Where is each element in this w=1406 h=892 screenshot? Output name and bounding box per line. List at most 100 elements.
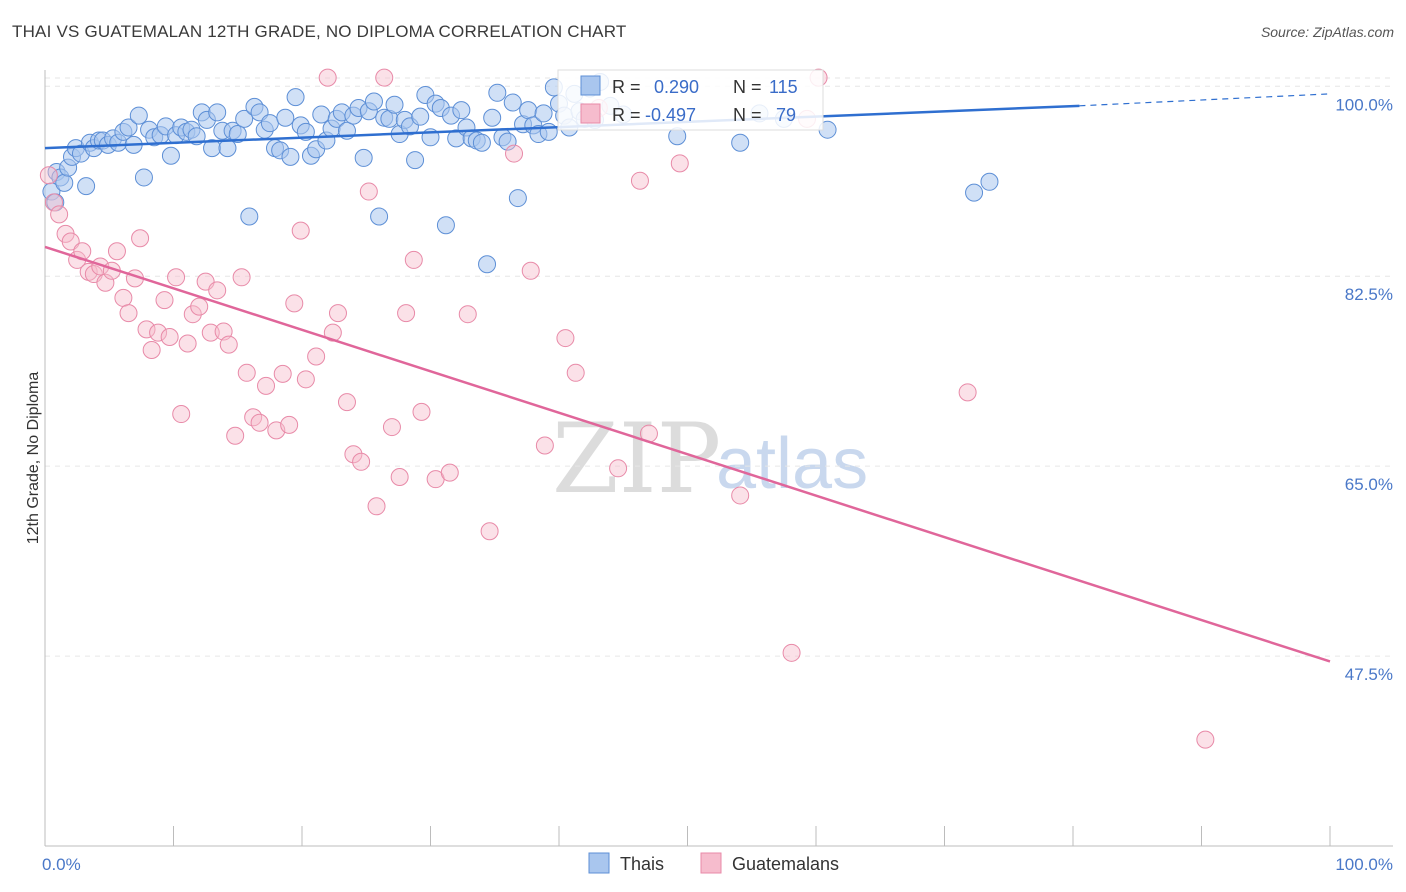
- thai-n-value: 115: [769, 77, 798, 97]
- guatemalan-point: [107, 242, 126, 261]
- legend-guatemalans-swatch: [700, 852, 722, 874]
- x-tick-label: 0.0%: [42, 855, 81, 874]
- guatemalan-point: [280, 415, 299, 434]
- guatemalan-point: [167, 268, 186, 287]
- y-tick-label: 47.5%: [1345, 665, 1393, 684]
- thai-point: [240, 207, 259, 226]
- thai-point: [534, 104, 553, 123]
- thai-point: [965, 183, 984, 202]
- thai-point: [483, 108, 502, 127]
- thai-point: [406, 151, 425, 170]
- guatemalan-point: [155, 291, 174, 310]
- thai-point: [260, 114, 279, 133]
- stats-legend: R = 0.290 N = 115 R = -0.497 N = 79: [557, 69, 824, 131]
- guatemalan-point: [535, 436, 554, 455]
- guatemalan-point: [190, 297, 209, 316]
- thai-point: [119, 118, 138, 137]
- thai-point: [77, 177, 96, 196]
- guatemalan-point: [285, 294, 304, 313]
- guatemalan-point: [119, 304, 138, 323]
- thai-point: [364, 92, 383, 111]
- guatemalan-point: [382, 418, 401, 437]
- guatemalan-point: [219, 335, 238, 354]
- guatemalan-point: [359, 182, 378, 201]
- guatemalan-point: [412, 402, 431, 421]
- guatemalan-point: [556, 329, 575, 348]
- legend-guatemalans-label: Guatemalans: [732, 854, 839, 874]
- axes: [44, 70, 1393, 847]
- watermark-zip: ZIP: [552, 403, 721, 515]
- thai-point: [286, 88, 305, 107]
- thai-point: [508, 189, 527, 208]
- legend-thais-label: Thais: [620, 854, 664, 874]
- guatemalan-point: [208, 281, 227, 300]
- guatemalan-point: [328, 304, 347, 323]
- guatemalan-point: [440, 463, 459, 482]
- thai-point: [519, 101, 538, 120]
- guatemalan-point: [96, 273, 115, 292]
- guatemalan-point: [232, 268, 251, 287]
- thai-point: [472, 133, 491, 152]
- watermark-atlas: atlas: [716, 424, 868, 504]
- guatemalan-n-value: 79: [776, 105, 796, 125]
- thai-point: [498, 132, 517, 151]
- thai-point: [503, 93, 522, 112]
- thai-point: [370, 207, 389, 226]
- guatemalan-point: [178, 334, 197, 353]
- chart-source: Source: ZipAtlas.com: [1260, 24, 1394, 40]
- thai-point: [218, 139, 237, 158]
- thai-point: [980, 172, 999, 191]
- guatemalan-point: [226, 426, 245, 445]
- thai-r-value: 0.290: [654, 77, 699, 97]
- y-axis-tick-labels: 47.5% 65.0% 82.5% 100.0%: [1335, 95, 1393, 684]
- guatemalan-point: [458, 305, 477, 324]
- guatemalan-point: [172, 405, 191, 424]
- guatemalan-point: [609, 459, 628, 478]
- guatemalan-swatch: [580, 103, 601, 124]
- guatemalan-point: [670, 154, 689, 173]
- guatemalan-point: [1196, 730, 1215, 749]
- thai-point: [312, 105, 331, 124]
- guatemalan-point: [160, 327, 179, 346]
- thai-swatch: [580, 75, 601, 96]
- guatemalan-point: [731, 486, 750, 505]
- guatemalan-r-label: R =: [612, 105, 641, 125]
- legend-thais-swatch: [588, 852, 610, 874]
- y-tick-label: 100.0%: [1335, 95, 1393, 114]
- thai-point: [235, 109, 254, 128]
- guatemalan-point: [337, 393, 356, 412]
- thai-r-label: R =: [612, 77, 641, 97]
- guatemalan-trend-line: [44, 245, 1331, 663]
- y-axis-label: 12th Grade, No Diploma: [25, 372, 42, 545]
- guatemalan-point: [296, 370, 315, 389]
- thai-point: [134, 168, 153, 187]
- guatemalan-point: [344, 445, 363, 464]
- guatemalan-point: [323, 323, 342, 342]
- thai-point: [276, 108, 295, 127]
- guatemalan-point: [630, 171, 649, 190]
- thai-point: [129, 106, 148, 125]
- guatemalan-point: [375, 68, 394, 87]
- thai-point: [354, 148, 373, 167]
- guatemalan-point: [142, 341, 161, 360]
- thai-n-label: N =: [733, 77, 762, 97]
- guatemalan-point: [114, 288, 133, 307]
- thai-point: [208, 103, 227, 122]
- guatemalan-point: [149, 323, 168, 342]
- thai-point: [731, 133, 750, 152]
- y-tick-label: 65.0%: [1345, 475, 1393, 494]
- thai-trend-extension: [1079, 93, 1331, 107]
- guatemalan-point: [566, 363, 585, 382]
- thai-points: [42, 72, 999, 274]
- guatemalan-point: [61, 232, 80, 251]
- thai-point: [539, 122, 558, 141]
- thai-point: [385, 95, 404, 114]
- guatemalan-point: [201, 323, 220, 342]
- thai-point: [55, 173, 74, 192]
- bottom-legend: Thais Guatemalans: [588, 852, 839, 874]
- guatemalan-point: [307, 347, 326, 366]
- thai-point: [411, 107, 430, 126]
- guatemalan-point: [50, 205, 69, 224]
- guatemalan-point: [273, 364, 292, 383]
- guatemalan-point: [257, 376, 276, 395]
